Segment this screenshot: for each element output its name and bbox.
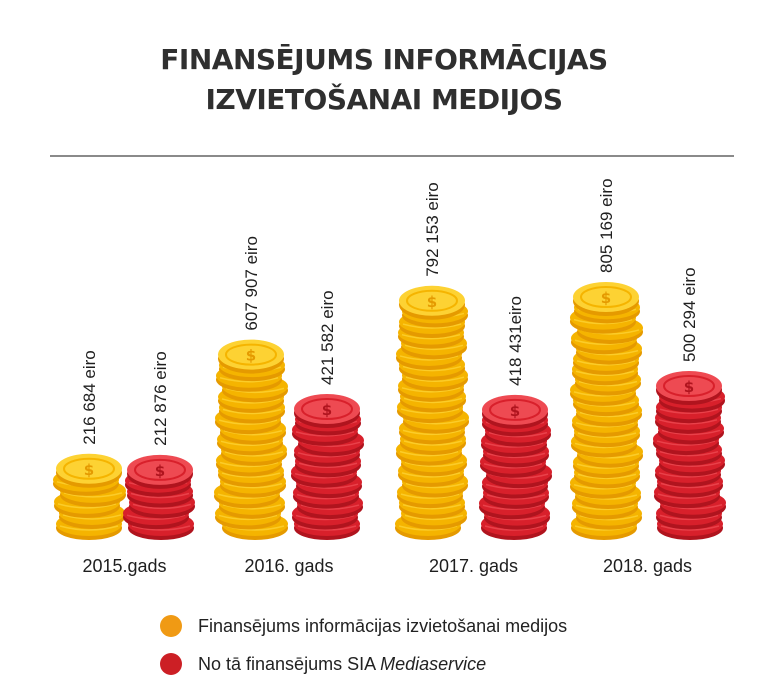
chart-title-line-2: IZVIETOŠANAI MEDIJOS [205,83,563,116]
coin-top: $ [573,282,639,316]
coin-top: $ [399,285,465,320]
coin-top: $ [218,339,284,374]
coin-stack-mediaservice-2: $ [291,393,364,540]
category-label-3: 2017. gads [429,556,518,576]
dollar-icon: $ [510,402,520,420]
coin-top: $ [482,394,548,429]
coin-stack-total-2: $ [214,339,288,540]
legend-swatch-gold [160,615,182,637]
coin-stack-total-1: $ [53,453,126,540]
chart-title: FINANSĒJUMS INFORMĀCIJAS IZVIETOŠANAI ME… [60,40,708,120]
dollar-icon: $ [155,462,165,480]
legend-label-mediaservice-prefix: No tā finansējums SIA [198,653,381,674]
value-label-mediaservice-4: 500 294 eiro [680,267,699,362]
dollar-icon: $ [246,347,256,365]
coin-top: $ [656,370,722,405]
legend-label-mediaservice-name: Mediaservice [380,653,487,674]
coin-stack-mediaservice-1: $ [123,454,195,540]
value-label-total-1: 216 684 eiro [80,350,99,445]
category-label-2: 2016. gads [244,556,333,576]
dollar-icon: $ [427,293,437,311]
dollar-icon: $ [322,401,332,419]
value-label-total-3: 792 153 eiro [423,182,442,277]
legend: Finansējums informācijas izvietošanai me… [160,607,567,683]
coin-stack-mediaservice-3: $ [479,394,552,540]
dollar-icon: $ [601,289,611,307]
coin-stack-total-3: $ [395,285,469,540]
value-label-mediaservice-2: 421 582 eiro [318,290,337,385]
category-label-4: 2018. gads [603,556,692,576]
legend-label-mediaservice: No tā finansējums SIA Mediaservice [198,654,486,675]
value-label-mediaservice-1: 212 876 eiro [151,351,170,446]
chart-title-line-1: FINANSĒJUMS INFORMĀCIJAS [160,43,608,76]
coin-top: $ [294,393,360,428]
value-label-total-2: 607 907 eiro [242,236,261,331]
legend-swatch-red [160,653,182,675]
coin-stack-total-4: $ [570,282,643,540]
dollar-icon: $ [84,461,94,479]
coin-top: $ [127,454,193,489]
category-label-1: 2015.gads [82,556,166,576]
dollar-icon: $ [684,378,694,396]
legend-label-total: Finansējums informācijas izvietošanai me… [198,615,568,636]
coin-bar-chart: $216 684 eiro $607 907 eiro $792 153 eiro $… [53,178,726,576]
coin-stack-mediaservice-4: $ [653,370,726,540]
value-label-total-4: 805 169 eiro [597,178,616,273]
coin-top: $ [56,453,122,488]
title-divider [50,155,734,157]
value-label-mediaservice-3: 418 431eiro [506,296,525,386]
legend-item-mediaservice: No tā finansējums SIA Mediaservice [160,645,567,683]
legend-item-total: Finansējums informācijas izvietošanai me… [160,607,567,645]
